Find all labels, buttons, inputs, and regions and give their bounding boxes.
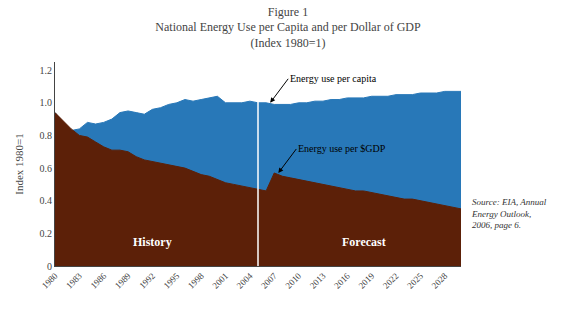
svg-text:0.8: 0.8 <box>40 130 53 141</box>
svg-text:1983: 1983 <box>64 270 84 290</box>
svg-text:2025: 2025 <box>405 270 425 290</box>
svg-text:2010: 2010 <box>283 270 303 290</box>
svg-text:0.6: 0.6 <box>40 163 53 174</box>
svg-text:1986: 1986 <box>89 270 109 290</box>
svg-text:2019: 2019 <box>356 270 376 290</box>
svg-text:1.2: 1.2 <box>40 65 53 76</box>
svg-text:2004: 2004 <box>235 270 255 290</box>
svg-text:Forecast: Forecast <box>342 235 386 249</box>
svg-text:2022: 2022 <box>381 271 401 291</box>
svg-text:0.4: 0.4 <box>40 195 53 206</box>
svg-text:1992: 1992 <box>137 271 157 291</box>
svg-text:1995: 1995 <box>162 270 182 290</box>
svg-text:1989: 1989 <box>113 270 133 290</box>
svg-text:History: History <box>133 235 172 249</box>
svg-text:Source: EIA, AnnualEnergy Outl: Source: EIA, AnnualEnergy Outlook,2006, … <box>471 197 547 230</box>
svg-text:2007: 2007 <box>259 270 279 290</box>
svg-text:0: 0 <box>47 261 52 272</box>
svg-text:2013: 2013 <box>308 270 328 290</box>
svg-text:Energy use per $GDP: Energy use per $GDP <box>298 143 386 154</box>
svg-text:1.0: 1.0 <box>40 97 53 108</box>
svg-text:2028: 2028 <box>430 270 450 290</box>
svg-text:Index 1980=1: Index 1980=1 <box>13 133 25 195</box>
svg-text:2001: 2001 <box>210 271 230 291</box>
svg-text:1998: 1998 <box>186 270 206 290</box>
svg-text:Figure 1National Energy Use pe: Figure 1National Energy Use per Capita a… <box>155 5 421 50</box>
svg-text:2016: 2016 <box>332 270 352 290</box>
svg-text:1980: 1980 <box>40 270 60 290</box>
svg-text:0.2: 0.2 <box>40 228 53 239</box>
svg-text:Energy use per capita: Energy use per capita <box>290 73 377 84</box>
